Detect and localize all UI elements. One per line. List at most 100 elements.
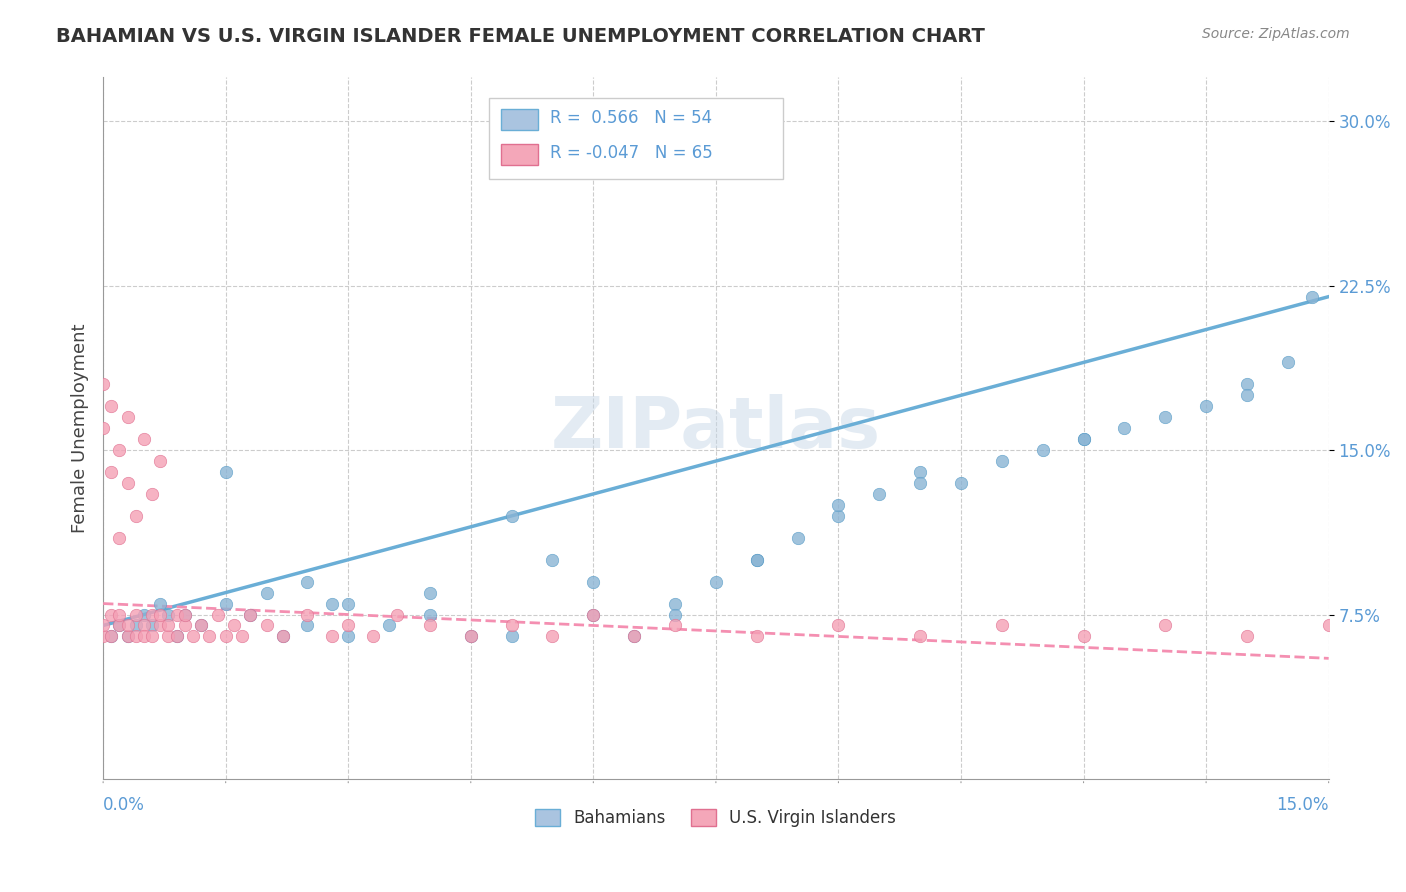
Point — [157, 618, 180, 632]
Point — [1277, 355, 1299, 369]
Point — [166, 629, 188, 643]
Point — [664, 607, 686, 622]
Point — [149, 607, 172, 622]
Point — [141, 607, 163, 622]
Point — [141, 629, 163, 643]
Point — [387, 607, 409, 622]
Point — [297, 607, 319, 622]
Point — [1195, 399, 1218, 413]
Point — [149, 597, 172, 611]
Text: Source: ZipAtlas.com: Source: ZipAtlas.com — [1202, 27, 1350, 41]
Point — [100, 399, 122, 413]
Point — [125, 607, 148, 622]
Point — [132, 629, 155, 643]
Point — [1073, 432, 1095, 446]
Point — [215, 465, 238, 479]
Point — [108, 531, 131, 545]
Point — [239, 607, 262, 622]
Point — [949, 475, 972, 490]
Point — [786, 531, 808, 545]
Text: R =  0.566   N = 54: R = 0.566 N = 54 — [550, 109, 713, 128]
Text: 0.0%: 0.0% — [103, 797, 145, 814]
Text: ZIPatlas: ZIPatlas — [551, 393, 882, 463]
Point — [231, 629, 253, 643]
Point — [132, 432, 155, 446]
Point — [91, 377, 114, 392]
Point — [117, 410, 139, 425]
Point — [271, 629, 294, 643]
Point — [541, 629, 564, 643]
Point — [827, 498, 849, 512]
Point — [1032, 443, 1054, 458]
Point — [149, 454, 172, 468]
Point — [745, 552, 768, 566]
Point — [1073, 432, 1095, 446]
Point — [108, 618, 131, 632]
Point — [215, 629, 238, 643]
Point — [256, 618, 278, 632]
Point — [501, 618, 523, 632]
Point — [419, 585, 441, 599]
Point — [125, 508, 148, 523]
Point — [704, 574, 727, 589]
Point — [337, 629, 360, 643]
Point — [181, 629, 204, 643]
Point — [108, 618, 131, 632]
Point — [100, 607, 122, 622]
Point — [173, 618, 195, 632]
Point — [157, 607, 180, 622]
Point — [117, 475, 139, 490]
Point — [149, 618, 172, 632]
Point — [1236, 388, 1258, 402]
Point — [337, 618, 360, 632]
Point — [141, 487, 163, 501]
Point — [190, 618, 212, 632]
FancyBboxPatch shape — [502, 145, 538, 165]
Point — [1114, 421, 1136, 435]
Point — [297, 618, 319, 632]
Point — [239, 607, 262, 622]
Point — [501, 629, 523, 643]
Point — [991, 618, 1014, 632]
Point — [100, 629, 122, 643]
Point — [1236, 377, 1258, 392]
Point — [460, 629, 482, 643]
Point — [378, 618, 401, 632]
Point — [108, 443, 131, 458]
Legend: Bahamians, U.S. Virgin Islanders: Bahamians, U.S. Virgin Islanders — [529, 802, 903, 834]
Point — [190, 618, 212, 632]
Point — [157, 629, 180, 643]
Text: R = -0.047   N = 65: R = -0.047 N = 65 — [550, 145, 713, 162]
Point — [1154, 410, 1177, 425]
Point — [1154, 618, 1177, 632]
Point — [132, 607, 155, 622]
Point — [623, 629, 645, 643]
Point — [207, 607, 229, 622]
Point — [827, 618, 849, 632]
Point — [166, 629, 188, 643]
Point — [321, 629, 343, 643]
Point — [1301, 290, 1323, 304]
Point — [100, 629, 122, 643]
Point — [745, 552, 768, 566]
Point — [1236, 629, 1258, 643]
Point — [908, 465, 931, 479]
Point — [125, 618, 148, 632]
Point — [908, 629, 931, 643]
Point — [117, 629, 139, 643]
Point — [91, 629, 114, 643]
Point — [125, 629, 148, 643]
Point — [100, 465, 122, 479]
Point — [256, 585, 278, 599]
Point — [215, 597, 238, 611]
Point — [173, 607, 195, 622]
Text: BAHAMIAN VS U.S. VIRGIN ISLANDER FEMALE UNEMPLOYMENT CORRELATION CHART: BAHAMIAN VS U.S. VIRGIN ISLANDER FEMALE … — [56, 27, 986, 45]
Point — [419, 607, 441, 622]
Point — [541, 552, 564, 566]
Point — [460, 629, 482, 643]
Y-axis label: Female Unemployment: Female Unemployment — [72, 324, 89, 533]
Point — [198, 629, 221, 643]
FancyBboxPatch shape — [502, 109, 538, 130]
Text: 15.0%: 15.0% — [1277, 797, 1329, 814]
Point — [108, 607, 131, 622]
